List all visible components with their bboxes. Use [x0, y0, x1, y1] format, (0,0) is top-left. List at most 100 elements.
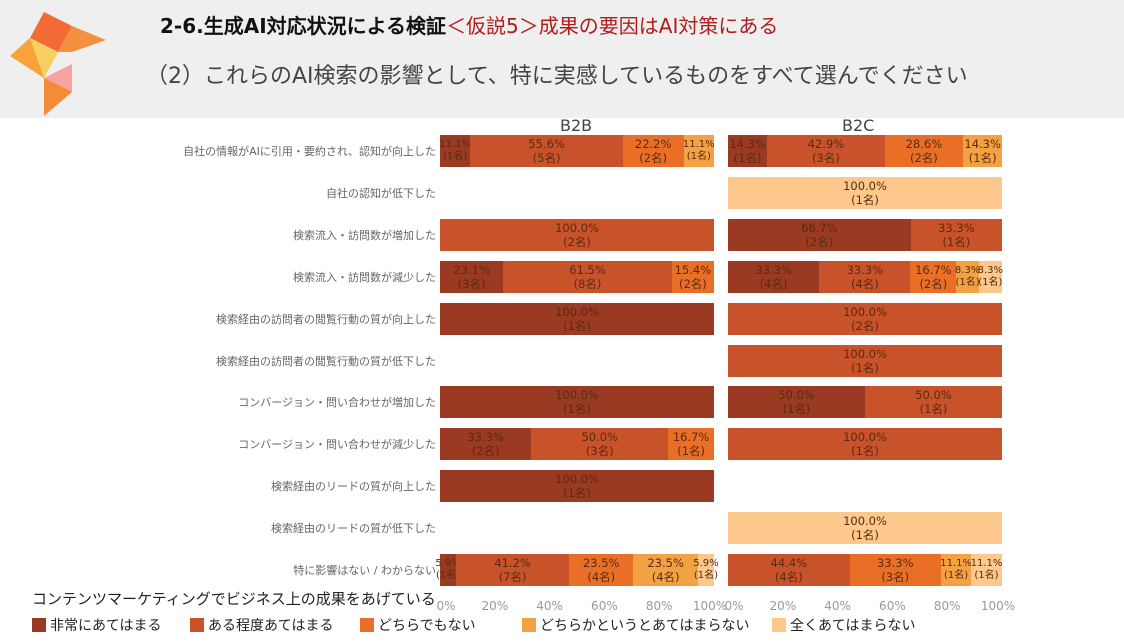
data-label-count: (1名) [974, 570, 999, 581]
data-label-percent: 11.1% [940, 558, 972, 569]
data-label-count: (4名) [774, 570, 803, 584]
data-label-count: (4名) [587, 570, 616, 584]
data-label-percent: 100.0% [555, 388, 599, 403]
data-label-count: (1名) [942, 234, 971, 249]
data-label-count: (2名) [910, 151, 938, 165]
data-label-count: (3名) [812, 151, 840, 165]
page-subtitle: （2）これらのAI検索の影響として、特に実感しているものをすべて選んでください [146, 64, 968, 89]
category-label: 特に影響はない / わからない [293, 564, 436, 577]
legend-label: ある程度あてはまる [208, 618, 334, 634]
data-label-count: (2名) [805, 234, 834, 249]
bar-segment-b2b: 15.4% (2名) [671, 260, 714, 293]
bar-segment-b2c: 100.0% (1名) [728, 428, 1002, 461]
bar-segment-b2b: 100.0% (1名) [440, 470, 714, 503]
data-label-percent: 66.7% [801, 220, 838, 235]
data-label-count: (1名) [968, 151, 997, 165]
data-label-count: (1名) [851, 360, 879, 375]
x-tick-label: 0% [436, 599, 456, 613]
data-label-count: (8名) [573, 276, 602, 291]
category-label: 検索経由の訪問者の閲覧行動の質が低下した [216, 354, 436, 368]
data-label-percent: 5.9% [435, 558, 461, 569]
category-label: コンバージョン・問い合わせが減少した [238, 438, 436, 452]
data-label-percent: 11.1% [439, 139, 472, 150]
bar-segment-b2c: 100.0% (1名) [728, 176, 1002, 209]
data-label-percent: 33.3% [846, 262, 884, 277]
bar-segment-b2b: 100.0% (1名) [440, 302, 714, 335]
legend-swatch [522, 618, 536, 632]
data-label-count: (1名) [782, 402, 811, 417]
data-label-percent: 50.0% [778, 388, 815, 403]
category-label: 検索流入・訪問数が減少した [293, 270, 436, 284]
bar-segment-b2c: 42.9% (3名) [767, 135, 885, 167]
bar-segment-b2c: 14.3% (1名) [963, 135, 1003, 167]
panel-title-b2b: B2B [560, 116, 593, 135]
bar-segment-b2c: 33.3% (4名) [728, 260, 820, 293]
bar-segment-b2c: 28.6% (2名) [884, 135, 964, 167]
legend-item: 全くあてはまらない [772, 615, 932, 635]
legend-label: 全くあてはまらない [790, 618, 916, 634]
x-tick-label: 80% [933, 599, 961, 613]
category-label: 自社の認知が低下した [326, 186, 436, 200]
data-label-count: (2名) [471, 444, 500, 459]
x-tick-label: 80% [645, 599, 673, 613]
data-label-count: (2名) [851, 318, 879, 333]
legend-item: 非常にあてはまる [32, 615, 190, 635]
data-label-percent: 11.1% [970, 558, 1003, 569]
data-label-count: (5名) [532, 151, 561, 165]
bar-segment-b2b: 22.2% (2名) [622, 135, 684, 167]
x-tick-label: 20% [769, 599, 797, 613]
data-label-percent: 50.0% [581, 430, 618, 445]
data-label-percent: 100.0% [843, 514, 887, 529]
data-label-percent: 100.0% [555, 304, 599, 319]
data-label-count: (1名) [978, 276, 1003, 288]
bar-segment-b2c: 66.7% (2名) [728, 218, 911, 251]
legend-swatch [772, 618, 786, 632]
category-label: 検索流入・訪問数が増加した [293, 228, 436, 242]
legend-label: 非常にあてはまる [50, 618, 162, 634]
data-label-count: (2名) [639, 151, 668, 165]
x-axis-caption: コンテンツマーケティングでビジネス上の成果をあげている [32, 590, 436, 608]
header-band [0, 0, 1124, 118]
data-label-percent: 8.3% [977, 264, 1004, 276]
data-label-percent: 100.0% [555, 472, 599, 487]
data-label-count: (4名) [651, 570, 680, 584]
data-label-percent: 42.9% [807, 137, 845, 151]
legend-item: どちらかというとあてはまらない [522, 615, 772, 635]
data-label-percent: 5.9% [693, 558, 719, 569]
legend-label: どちらでもない [378, 618, 476, 634]
data-label-count: (1名) [955, 276, 980, 288]
data-label-percent: 33.3% [467, 430, 504, 445]
data-label-count: (4名) [759, 276, 788, 291]
data-label-count: (3名) [457, 276, 486, 291]
bar-segment-b2b: 16.7% (1名) [668, 428, 714, 461]
bar-segment-b2b: 11.1% (1名) [439, 135, 472, 167]
bar-segment-b2c: 16.7% (2名) [910, 260, 957, 293]
data-label-percent: 44.4% [770, 556, 808, 570]
brand-logo-icon [10, 12, 106, 116]
category-label: 自社の情報がAIに引用・要約され、認知が向上した [183, 145, 436, 158]
data-label-percent: 41.2% [494, 556, 531, 570]
data-label-count: (3名) [585, 444, 614, 459]
bar-segment-b2c: 8.3% (1名) [955, 260, 980, 293]
data-label-percent: 23.5% [647, 556, 684, 570]
bar-segment-b2b: 23.1% (3名) [440, 260, 504, 293]
category-label: 検索経由の訪問者の閲覧行動の質が向上した [216, 312, 436, 326]
bar-segment-b2c: 33.3% (3名) [849, 554, 941, 586]
bar-segment-b2b: 61.5% (8名) [503, 260, 672, 293]
bar-segment-b2c: 100.0% (1名) [728, 344, 1002, 377]
data-label-count: (1名) [677, 444, 705, 459]
x-tick-label: 60% [591, 599, 618, 613]
data-label-count: (4名) [850, 276, 879, 291]
data-label-percent: 33.3% [876, 556, 914, 570]
data-label-percent: 23.1% [453, 262, 490, 277]
bar-segment-b2c: 14.3% (1名) [728, 135, 768, 167]
data-label-count: (1名) [563, 318, 591, 333]
data-label-percent: 100.0% [843, 346, 887, 361]
data-label-count: (1名) [851, 192, 879, 207]
data-label-count: (1名) [851, 528, 879, 543]
bar-segment-b2c: 50.0% (1名) [728, 386, 865, 419]
bar-segment-b2c: 33.3% (1名) [910, 218, 1002, 251]
category-label: 検索経由のリードの質が向上した [271, 480, 436, 494]
x-tick-label: 20% [481, 599, 509, 613]
x-tick-label: 60% [879, 599, 906, 613]
